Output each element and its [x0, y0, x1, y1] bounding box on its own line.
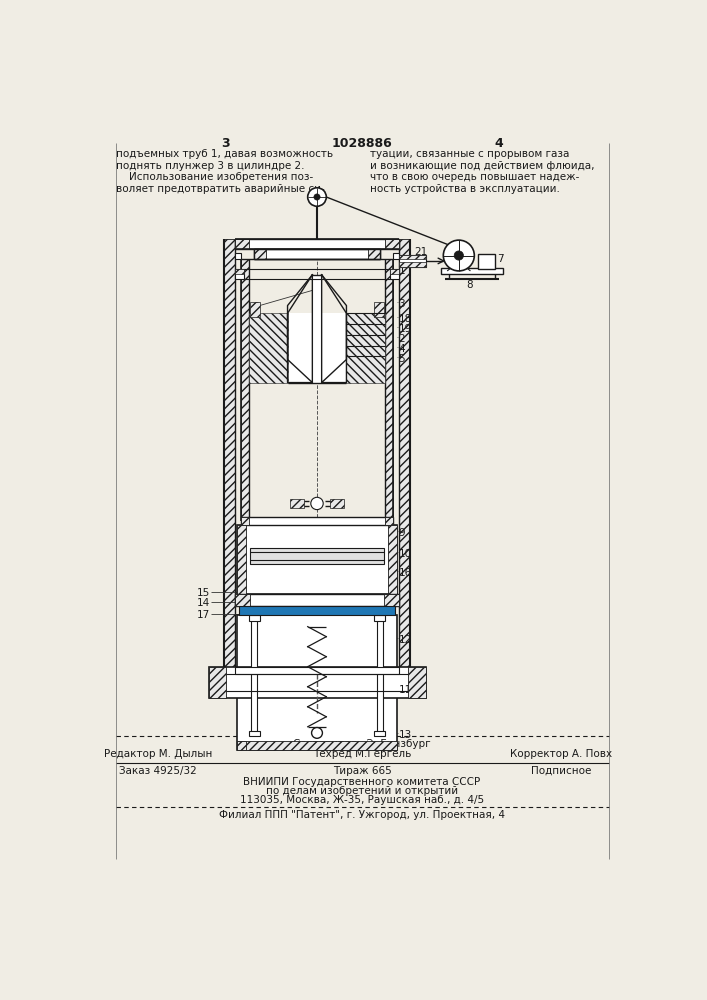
Bar — [237, 741, 397, 750]
Text: 2: 2 — [398, 334, 405, 344]
Bar — [290, 499, 304, 508]
Text: Тираж 665: Тираж 665 — [332, 766, 392, 776]
Bar — [209, 667, 426, 698]
Text: 1028886: 1028886 — [332, 137, 392, 150]
Bar — [409, 667, 426, 698]
Circle shape — [311, 497, 323, 510]
Bar — [241, 259, 249, 521]
Text: 14: 14 — [197, 598, 210, 608]
Bar — [387, 525, 397, 594]
Bar — [249, 313, 288, 383]
Bar — [224, 239, 235, 667]
Text: 7: 7 — [498, 254, 504, 264]
Text: Редактор М. Дылын: Редактор М. Дылын — [104, 749, 212, 759]
Text: 3: 3 — [221, 137, 230, 150]
Bar — [251, 619, 257, 734]
Text: 113035, Москва, Ж-35, Раушская наб., д. 4/5: 113035, Москва, Ж-35, Раушская наб., д. … — [240, 795, 484, 805]
Bar — [478, 254, 495, 269]
Text: 18: 18 — [398, 314, 411, 324]
Text: 11: 11 — [398, 685, 411, 695]
Bar — [374, 302, 384, 317]
Text: Техред М.Гергель: Техред М.Гергель — [312, 749, 411, 759]
Bar — [374, 615, 385, 620]
Bar — [235, 239, 399, 249]
Bar — [330, 499, 344, 508]
Circle shape — [312, 728, 322, 738]
Text: 13: 13 — [398, 730, 411, 740]
Text: Подписное: Подписное — [531, 766, 591, 776]
Bar — [209, 667, 226, 698]
Text: 9: 9 — [398, 528, 405, 538]
Bar — [390, 269, 399, 279]
Bar — [239, 606, 260, 615]
Text: 15: 15 — [197, 588, 210, 598]
Text: 16: 16 — [398, 568, 411, 578]
Bar — [373, 606, 395, 615]
Bar — [255, 249, 380, 259]
Bar — [399, 239, 410, 667]
Bar — [237, 525, 397, 594]
Bar — [384, 594, 399, 606]
Bar — [250, 302, 259, 317]
Text: 3: 3 — [398, 299, 405, 309]
Text: 12: 12 — [398, 635, 411, 645]
Text: 1: 1 — [398, 266, 405, 276]
Circle shape — [308, 188, 327, 206]
Bar — [241, 517, 393, 525]
Text: 21: 21 — [414, 247, 428, 257]
Bar — [346, 313, 385, 383]
Text: Заказ 4925/32: Заказ 4925/32 — [119, 766, 197, 776]
Text: 5: 5 — [398, 354, 405, 364]
Text: 6: 6 — [252, 302, 259, 312]
Bar — [312, 275, 322, 313]
Text: ВНИИПИ Государственного комитета СССР: ВНИИПИ Государственного комитета СССР — [243, 777, 481, 787]
Text: по делам изобретений и открытий: по делам изобретений и открытий — [266, 786, 458, 796]
Text: подъемных труб 1, давая возможность
поднять плунжер 3 в цилиндре 2.
    Использо: подъемных труб 1, давая возможность подн… — [115, 149, 332, 194]
Bar — [255, 249, 266, 259]
Text: 4: 4 — [495, 137, 503, 150]
Bar — [235, 253, 241, 259]
Bar — [368, 249, 380, 259]
Bar — [237, 615, 397, 750]
Bar — [235, 594, 399, 606]
Bar — [235, 269, 244, 274]
Text: 19: 19 — [398, 324, 411, 334]
Bar — [377, 619, 383, 734]
Bar — [385, 517, 393, 525]
Circle shape — [443, 240, 474, 271]
Text: Составитель Э. Гинзбург: Составитель Э. Гинзбург — [293, 739, 431, 749]
Bar — [237, 741, 247, 750]
Bar — [385, 259, 393, 521]
Text: 20: 20 — [414, 682, 427, 692]
Bar — [237, 525, 247, 594]
Bar — [399, 255, 426, 267]
Bar — [239, 606, 395, 615]
Text: 17: 17 — [197, 610, 210, 620]
Bar — [399, 255, 426, 259]
Circle shape — [314, 194, 320, 200]
Text: 8: 8 — [467, 280, 473, 290]
Bar — [235, 269, 244, 279]
Bar — [399, 262, 426, 267]
Circle shape — [454, 251, 464, 260]
Bar — [250, 548, 384, 564]
Bar — [241, 517, 249, 525]
Bar — [390, 269, 399, 274]
Text: туации, связанные с прорывом газа
и возникающие под действием флюида,
что в свою: туации, связанные с прорывом газа и возн… — [370, 149, 594, 194]
Bar — [235, 667, 399, 674]
Bar — [288, 313, 346, 383]
Bar — [393, 253, 399, 259]
Text: 4: 4 — [398, 344, 405, 354]
Bar — [235, 594, 250, 606]
Bar — [374, 731, 385, 736]
Text: 10: 10 — [398, 549, 411, 559]
Text: Корректор А. Повх: Корректор А. Повх — [510, 749, 612, 759]
Bar — [385, 239, 399, 249]
Text: Филиал ППП "Патент", г. Ужгород, ул. Проектная, 4: Филиал ППП "Патент", г. Ужгород, ул. Про… — [219, 810, 505, 820]
Bar — [249, 731, 259, 736]
Bar — [235, 239, 249, 249]
Bar — [441, 268, 503, 274]
Bar — [249, 615, 259, 620]
